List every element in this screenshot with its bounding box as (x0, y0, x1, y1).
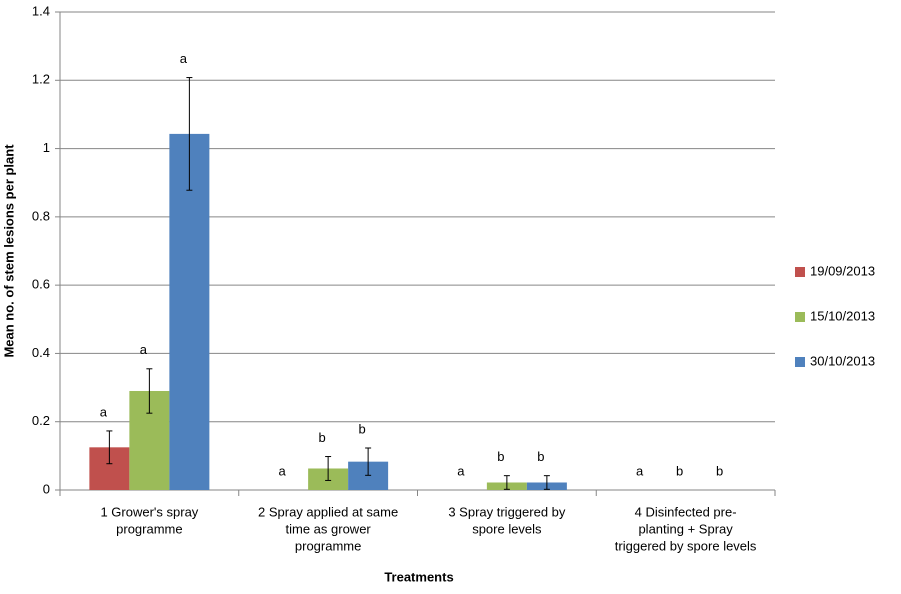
significance-letter: a (457, 463, 465, 478)
significance-letter: b (497, 449, 504, 464)
significance-letter: a (279, 463, 287, 478)
x-tick-label: time as grower (286, 521, 372, 536)
bar (169, 133, 210, 490)
legend-swatch (795, 312, 805, 322)
x-tick-label: programme (116, 521, 182, 536)
x-tick-label: programme (295, 538, 361, 553)
significance-letter: a (100, 404, 108, 419)
y-tick-label: 0.4 (32, 345, 50, 360)
significance-letter: a (180, 51, 188, 66)
x-tick-label: 4 Disinfected pre- (635, 504, 737, 519)
x-tick-label: 3 Spray triggered by (448, 504, 566, 519)
significance-letter: b (676, 463, 683, 478)
x-tick-label: 1 Grower's spray (100, 504, 198, 519)
y-tick-label: 0.2 (32, 413, 50, 428)
significance-letter: a (140, 342, 148, 357)
legend-label: 30/10/2013 (810, 353, 875, 368)
significance-letter: b (359, 421, 366, 436)
y-tick-label: 0.6 (32, 277, 50, 292)
legend-label: 19/09/2013 (810, 263, 875, 278)
significance-letter: b (319, 430, 326, 445)
significance-letter: b (537, 449, 544, 464)
y-tick-label: 1.4 (32, 3, 50, 18)
x-axis-title: Treatments (384, 569, 453, 584)
x-tick-label: spore levels (472, 521, 542, 536)
legend-swatch (795, 267, 805, 277)
y-axis-title: Mean no. of stem lesions per plant (1, 144, 16, 358)
y-tick-label: 1 (43, 140, 50, 155)
y-tick-label: 1.2 (32, 72, 50, 87)
y-tick-label: 0.8 (32, 208, 50, 223)
x-tick-label: triggered by spore levels (615, 538, 757, 553)
x-tick-label: planting + Spray (638, 521, 733, 536)
y-tick-label: 0 (43, 481, 50, 496)
significance-letter: b (716, 463, 723, 478)
legend-label: 15/10/2013 (810, 308, 875, 323)
x-tick-label: 2 Spray applied at same (258, 504, 398, 519)
legend-swatch (795, 357, 805, 367)
significance-letter: a (636, 463, 644, 478)
